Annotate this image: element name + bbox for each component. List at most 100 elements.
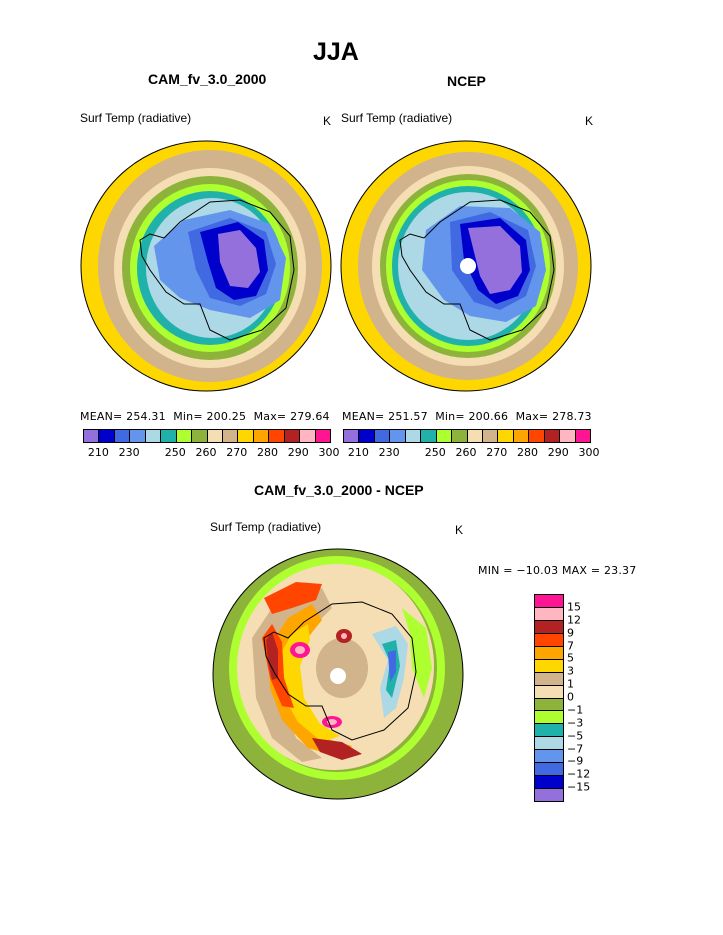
colorbar-swatch [513, 430, 530, 442]
p3-zone-blue-east [388, 650, 396, 682]
colorbar-tick-label: 15 [567, 600, 581, 614]
panel1-mean: 254.31 [126, 410, 166, 423]
p2-band-10 [468, 226, 522, 294]
panel1-colorbar [83, 429, 331, 443]
colorbar-swatch [535, 672, 563, 686]
colorbar-tick-label: −12 [567, 767, 591, 781]
colorbar-tick-label: 270 [486, 446, 508, 459]
p3-pole-hole [330, 668, 346, 684]
colorbar-tick-label: 230 [118, 446, 140, 459]
colorbar-tick-label: 250 [424, 446, 446, 459]
colorbar-swatch [130, 430, 146, 442]
panel3-title: CAM_fv_3.0_2000 - NCEP [254, 482, 424, 498]
panel1-max-label: Max= [253, 410, 287, 423]
colorbar-swatch [359, 430, 375, 442]
panel2-map [340, 140, 592, 392]
colorbar-swatch [535, 595, 563, 608]
panel2-min: 200.66 [468, 410, 509, 423]
colorbar-swatch [535, 685, 563, 699]
colorbar-tick-label: 230 [378, 446, 400, 459]
colorbar-tick-label: 210 [87, 446, 109, 459]
p1-band-10 [218, 230, 260, 288]
panel2-max: 278.73 [552, 410, 592, 423]
colorbar-swatch [269, 430, 285, 442]
colorbar-swatch [535, 607, 563, 621]
p3-zone-tan-center [316, 638, 368, 698]
colorbar-swatch [238, 430, 254, 442]
panel2-title: NCEP [447, 73, 486, 89]
p3-coastline [263, 601, 417, 741]
panel3-units: K [455, 523, 464, 537]
p2-coastline [399, 199, 555, 341]
colorbar-swatch [176, 430, 193, 442]
panel1-max: 279.64 [290, 410, 330, 423]
colorbar-swatch [529, 430, 545, 442]
panel2-max-label: Max= [515, 410, 549, 423]
colorbar-tick-label: 250 [164, 446, 186, 459]
colorbar-tick-label: 0 [567, 690, 574, 704]
colorbar-swatch [145, 430, 162, 442]
colorbar-swatch [482, 430, 499, 442]
colorbar-tick-label: 1 [567, 677, 574, 691]
colorbar-swatch [253, 430, 270, 442]
colorbar-swatch [284, 430, 301, 442]
colorbar-swatch [315, 430, 330, 442]
colorbar-tick-label: 9 [567, 626, 574, 640]
panel2-variable: Surf Temp (radiative) [341, 111, 453, 125]
colorbar-tick-label: 280 [517, 446, 538, 459]
panel3-colorbar [534, 594, 564, 802]
p3-zone-darkred-west [266, 632, 278, 680]
colorbar-tick-label: −3 [567, 716, 584, 730]
panel1-min: 200.25 [206, 410, 247, 423]
p2-pole-hole [460, 258, 476, 274]
colorbar-swatch [575, 430, 590, 442]
panel1-title: CAM_fv_3.0_2000 [148, 71, 267, 87]
colorbar-swatch [436, 430, 453, 442]
panel2-units: K [585, 114, 594, 128]
colorbar-swatch [161, 430, 177, 442]
p3-zone-darkred-south [312, 738, 362, 760]
colorbar-swatch [535, 646, 563, 660]
colorbar-tick-label: 300 [578, 446, 600, 459]
panel2-min-label: Min= [435, 410, 465, 423]
p3-zone-green-ring [229, 556, 445, 780]
colorbar-swatch [99, 430, 115, 442]
p3-zone-pink-1 [295, 646, 305, 654]
colorbar-swatch [535, 698, 563, 712]
colorbar-swatch [84, 430, 100, 442]
colorbar-swatch [535, 776, 563, 790]
p1-coastline [139, 199, 295, 341]
panel1-stats: MEAN= 254.31 Min= 200.25 Max= 279.64 [80, 410, 330, 423]
colorbar-swatch [467, 430, 483, 442]
colorbar-swatch [544, 430, 561, 442]
colorbar-tick-label: 260 [195, 446, 217, 459]
colorbar-tick-label: 260 [455, 446, 477, 459]
colorbar-swatch [374, 430, 391, 442]
colorbar-swatch [535, 620, 563, 634]
panel2-mean-label: MEAN= [342, 410, 385, 423]
colorbar-swatch [498, 430, 514, 442]
colorbar-swatch [560, 430, 576, 442]
colorbar-tick-label: −5 [567, 729, 584, 743]
colorbar-swatch [421, 430, 437, 442]
panel1-variable: Surf Temp (radiative) [80, 111, 192, 125]
colorbar-swatch [300, 430, 316, 442]
colorbar-swatch [452, 430, 468, 442]
panel2-colorbar [343, 429, 591, 443]
colorbar-swatch [535, 724, 563, 738]
panel3-map [212, 548, 464, 800]
colorbar-tick-label: 12 [567, 613, 581, 627]
page-title: JJA [313, 38, 359, 66]
colorbar-tick-label: −7 [567, 742, 584, 755]
colorbar-tick-label: 290 [547, 446, 569, 459]
colorbar-tick-label: 280 [257, 446, 278, 459]
colorbar-tick-label: 300 [318, 446, 340, 459]
colorbar-tick-label: 5 [567, 651, 574, 665]
colorbar-swatch [207, 430, 223, 442]
colorbar-swatch [535, 789, 563, 801]
colorbar-swatch [222, 430, 239, 442]
colorbar-swatch [114, 430, 131, 442]
colorbar-tick-label: 7 [567, 639, 574, 652]
panel2-stats: MEAN= 251.57 Min= 200.66 Max= 278.73 [342, 410, 592, 423]
colorbar-tick-label: 3 [567, 664, 574, 678]
